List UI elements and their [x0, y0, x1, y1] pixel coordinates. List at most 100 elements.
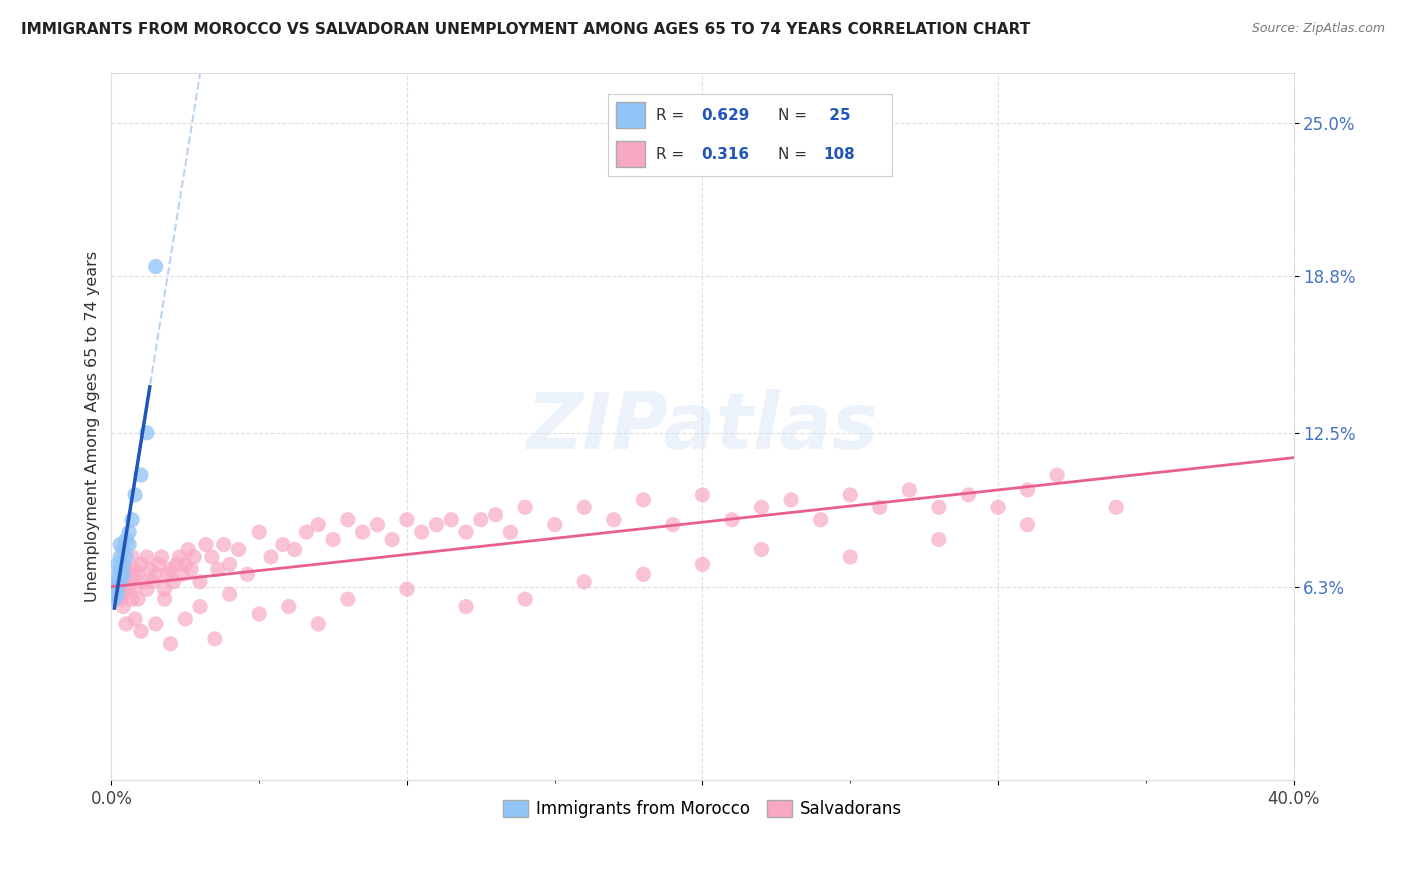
- Point: [124, 580, 146, 594]
- Point: [322, 533, 344, 547]
- Point: [515, 592, 537, 607]
- Point: [145, 616, 167, 631]
- Point: [633, 492, 655, 507]
- Point: [115, 562, 138, 576]
- Point: [515, 500, 537, 515]
- Point: [751, 542, 773, 557]
- Point: [110, 549, 132, 564]
- Point: [188, 574, 211, 589]
- Point: [395, 582, 418, 597]
- Point: [174, 558, 197, 572]
- Point: [236, 567, 259, 582]
- Point: [115, 580, 138, 594]
- Point: [692, 558, 714, 572]
- Point: [1017, 517, 1039, 532]
- Point: [112, 599, 135, 614]
- Point: [810, 513, 832, 527]
- Point: [194, 537, 217, 551]
- Point: [169, 549, 191, 564]
- Point: [112, 574, 135, 589]
- Point: [440, 513, 463, 527]
- Point: [662, 517, 685, 532]
- Point: [159, 562, 181, 576]
- Point: [603, 513, 626, 527]
- Point: [271, 537, 294, 551]
- Point: [188, 599, 211, 614]
- Point: [153, 592, 176, 607]
- Y-axis label: Unemployment Among Ages 65 to 74 years: Unemployment Among Ages 65 to 74 years: [86, 251, 100, 602]
- Point: [129, 468, 152, 483]
- Point: [115, 549, 138, 564]
- Point: [454, 599, 477, 614]
- Point: [425, 517, 447, 532]
- Point: [112, 587, 135, 601]
- Point: [118, 582, 141, 597]
- Point: [247, 525, 270, 540]
- Point: [129, 558, 152, 572]
- Point: [218, 558, 240, 572]
- Point: [869, 500, 891, 515]
- Point: [284, 542, 307, 557]
- Point: [139, 562, 162, 576]
- Point: [172, 567, 194, 582]
- Point: [121, 513, 143, 527]
- Point: [780, 492, 803, 507]
- Point: [484, 508, 506, 522]
- Point: [336, 513, 359, 527]
- Point: [574, 574, 596, 589]
- Point: [105, 574, 128, 589]
- Point: [928, 533, 950, 547]
- Point: [135, 425, 157, 440]
- Point: [177, 542, 200, 557]
- Point: [307, 616, 329, 631]
- Point: [103, 580, 125, 594]
- Point: [124, 488, 146, 502]
- Text: Source: ZipAtlas.com: Source: ZipAtlas.com: [1251, 22, 1385, 36]
- Point: [118, 525, 141, 540]
- Point: [1105, 500, 1128, 515]
- Point: [692, 488, 714, 502]
- Point: [127, 592, 149, 607]
- Point: [336, 592, 359, 607]
- Point: [118, 574, 141, 589]
- Point: [150, 549, 173, 564]
- Point: [110, 580, 132, 594]
- Point: [174, 612, 197, 626]
- Point: [162, 574, 184, 589]
- Point: [839, 488, 862, 502]
- Text: ZIPatlas: ZIPatlas: [526, 389, 879, 465]
- Point: [1046, 468, 1069, 483]
- Point: [165, 558, 187, 572]
- Point: [129, 624, 152, 639]
- Point: [145, 567, 167, 582]
- Point: [112, 558, 135, 572]
- Point: [499, 525, 522, 540]
- Point: [135, 549, 157, 564]
- Point: [247, 607, 270, 621]
- Point: [121, 592, 143, 607]
- Point: [124, 612, 146, 626]
- Point: [105, 558, 128, 572]
- Point: [105, 580, 128, 594]
- Point: [115, 533, 138, 547]
- Point: [544, 517, 567, 532]
- Point: [898, 483, 921, 497]
- Point: [721, 513, 744, 527]
- Legend: Immigrants from Morocco, Salvadorans: Immigrants from Morocco, Salvadorans: [496, 794, 908, 825]
- Point: [633, 567, 655, 582]
- Point: [132, 574, 155, 589]
- Point: [218, 587, 240, 601]
- Point: [260, 549, 283, 564]
- Point: [1017, 483, 1039, 497]
- Point: [839, 549, 862, 564]
- Point: [928, 500, 950, 515]
- Point: [411, 525, 433, 540]
- Point: [366, 517, 388, 532]
- Point: [180, 562, 202, 576]
- Point: [145, 260, 167, 274]
- Point: [454, 525, 477, 540]
- Point: [110, 574, 132, 589]
- Point: [277, 599, 299, 614]
- Point: [201, 549, 224, 564]
- Point: [159, 637, 181, 651]
